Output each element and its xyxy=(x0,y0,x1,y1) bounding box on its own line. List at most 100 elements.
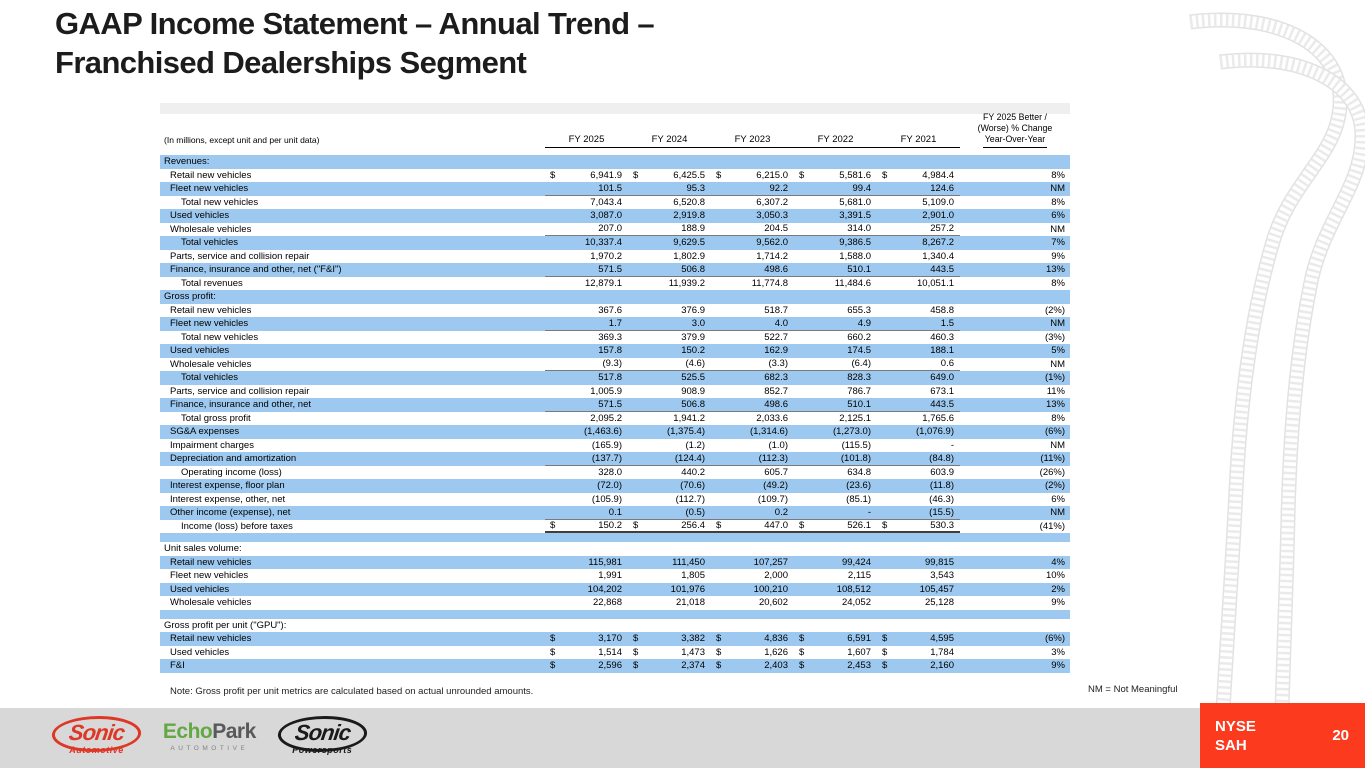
value-cell: 460.3 xyxy=(877,332,960,343)
cell-value: 1,802.9 xyxy=(673,250,705,262)
cell-value: (112.3) xyxy=(758,452,788,464)
row-label: Fleet new vehicles xyxy=(170,318,249,330)
cell-value: (1.0) xyxy=(768,439,788,451)
row-values: (9.3) (4.6) (3.3) (6.4) 0.6 xyxy=(545,358,960,371)
table-row: F&I $2,596 $2,374 $2,403 $2,453 $2,160 9% xyxy=(160,659,1070,673)
cell-value: 458.8 xyxy=(930,304,954,316)
cell-value: 603.9 xyxy=(930,466,954,478)
sonic-wordmark: Sonic xyxy=(67,720,126,745)
table-row: Retail new vehicles 115,981 111,450 107,257… xyxy=(160,555,1070,569)
value-cell: (9.3) xyxy=(545,358,628,369)
pct-change-cell: 9% xyxy=(1051,660,1065,672)
cell-value: 95.3 xyxy=(686,182,706,194)
pct-change-cell: 2% xyxy=(1051,583,1065,595)
row-values: 3,087.0 2,919.8 3,050.3 3,391.5 2,901.0 xyxy=(545,209,960,223)
cell-value: 522.7 xyxy=(764,331,788,343)
value-cell: 1,588.0 xyxy=(794,251,877,262)
value-cell: 498.6 xyxy=(711,399,794,410)
cell-value: 2,125.1 xyxy=(839,412,871,424)
value-cell: 25,128 xyxy=(877,597,960,608)
value-cell: (1,463.6) xyxy=(545,426,628,437)
value-cell: 673.1 xyxy=(877,386,960,397)
value-cell: (11.8) xyxy=(877,480,960,491)
value-cell: 571.5 xyxy=(545,399,628,410)
cell-value: 12,879.1 xyxy=(585,277,622,289)
cell-value: 1,970.2 xyxy=(590,250,622,262)
cell-value: (112.7) xyxy=(675,493,705,505)
row-values: 10,337.4 9,629.5 9,562.0 9,386.5 8,267.2 xyxy=(545,236,960,250)
row-values: 517.8 525.5 682.3 828.3 649.0 xyxy=(545,371,960,385)
row-label: Wholesale vehicles xyxy=(170,358,252,370)
cell-value: 517.8 xyxy=(598,372,622,384)
value-cell: 99,424 xyxy=(794,557,877,568)
dollar-sign: $ xyxy=(550,519,556,531)
cell-value: 1.5 xyxy=(940,317,954,329)
row-values: 104,202 101,976 100,210 108,512 105,457 xyxy=(545,583,960,597)
value-cell: - xyxy=(794,507,877,518)
page-title-line1: GAAP Income Statement – Annual Trend – xyxy=(55,6,655,41)
row-label: Finance, insurance and other, net xyxy=(170,399,312,411)
cell-value: (115.5) xyxy=(841,439,871,451)
value-cell: 92.2 xyxy=(711,183,794,194)
value-cell: (1.2) xyxy=(628,440,711,451)
sonic-automotive-sub: Automotive xyxy=(69,745,124,755)
value-cell: 2,115 xyxy=(794,570,877,581)
cell-value: 1,805 xyxy=(681,570,705,582)
cell-value: 3.0 xyxy=(691,317,705,329)
value-cell: 104,202 xyxy=(545,584,628,595)
cell-value: 22,868 xyxy=(592,597,622,609)
value-cell: 522.7 xyxy=(711,332,794,343)
cell-value: 510.1 xyxy=(847,398,871,410)
table-row: Fleet new vehicles 1.7 3.0 4.0 4.9 1.5 NM xyxy=(160,317,1070,331)
cell-value: 525.5 xyxy=(681,372,705,384)
pct-change-cell: NM xyxy=(1050,507,1065,519)
cell-value: 6,591 xyxy=(847,633,871,645)
cell-value: (49.2) xyxy=(763,480,788,492)
value-cell: 440.2 xyxy=(628,467,711,478)
cell-value: 111,450 xyxy=(672,556,705,568)
value-cell: 506.8 xyxy=(628,399,711,410)
echopark-echo: Echo xyxy=(162,719,213,743)
cell-value: 0.1 xyxy=(608,506,622,518)
cell-value: 1,514 xyxy=(598,646,622,658)
pct-change-cell: (11%) xyxy=(1040,453,1065,465)
section-row: Gross profit per unit ("GPU"): xyxy=(160,619,1070,633)
cell-value: - xyxy=(867,506,871,518)
row-label: Income (loss) before taxes xyxy=(181,520,293,532)
cell-value: (124.4) xyxy=(674,452,705,464)
pct-change-cell: (6%) xyxy=(1044,633,1065,645)
pct-change-cell: 6% xyxy=(1051,210,1065,222)
cell-value: 506.8 xyxy=(681,398,705,410)
cell-value: (70.6) xyxy=(680,480,705,492)
cell-value: 5,681.0 xyxy=(839,196,871,208)
row-label: Wholesale vehicles xyxy=(170,597,252,609)
cell-value: 10,051.1 xyxy=(917,277,954,289)
row-label: Interest expense, floor plan xyxy=(170,480,285,492)
value-cell: $6,941.9 xyxy=(545,170,628,181)
spacer-row xyxy=(160,609,1070,619)
pct-change-cell: (1%) xyxy=(1044,372,1065,384)
table-row: Impairment charges (165.9) (1.2) (1.0) (115.… xyxy=(160,439,1070,453)
value-cell: 124.6 xyxy=(877,183,960,194)
value-cell: 517.8 xyxy=(545,372,628,383)
value-cell: $3,382 xyxy=(628,633,711,644)
cell-value: 101,976 xyxy=(670,583,705,595)
row-label: Operating income (loss) xyxy=(181,466,282,478)
value-cell: (1,273.0) xyxy=(794,426,877,437)
table-row: Retail new vehicles 367.6 376.9 518.7 655.3 4… xyxy=(160,304,1070,318)
table-row: Other income (expense), net 0.1 (0.5) 0.2 - (… xyxy=(160,506,1070,520)
value-cell: 4.0 xyxy=(711,318,794,329)
value-cell: 682.3 xyxy=(711,372,794,383)
cell-value: 498.6 xyxy=(764,398,788,410)
value-cell: 328.0 xyxy=(545,467,628,478)
cell-value: (1,463.6) xyxy=(583,426,622,438)
table-row: Parts, service and collision repair 1,970… xyxy=(160,250,1070,264)
pct-change-cell: NM xyxy=(1050,358,1065,370)
dollar-sign: $ xyxy=(799,519,805,531)
change-header-line2: (Worse) % Change xyxy=(977,123,1053,133)
value-cell: 99,815 xyxy=(877,557,960,568)
cell-value: 5,109.0 xyxy=(922,196,954,208)
row-label: Total new vehicles xyxy=(181,331,259,343)
cell-value: 443.5 xyxy=(930,263,954,275)
pct-change-cell: 13% xyxy=(1045,399,1065,411)
